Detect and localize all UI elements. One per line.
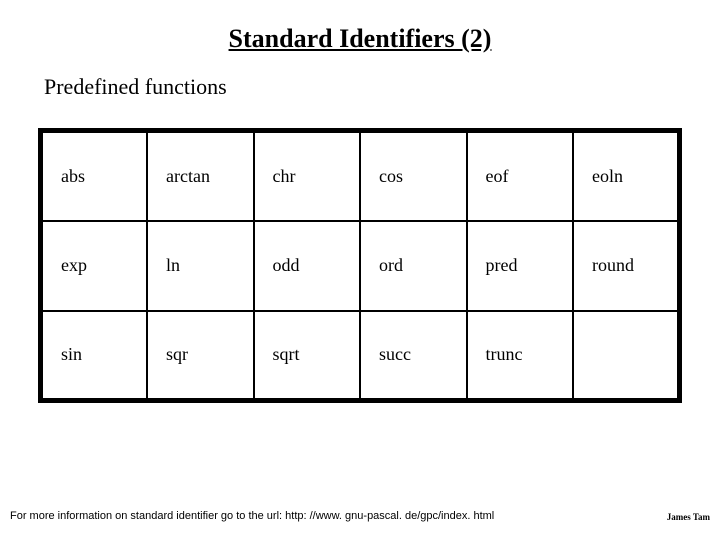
cell: sqrt: [254, 311, 361, 401]
table-row: sin sqr sqrt succ trunc: [41, 311, 680, 401]
cell: eof: [467, 131, 574, 221]
cell: exp: [41, 221, 148, 311]
cell: cos: [360, 131, 467, 221]
cell: round: [573, 221, 680, 311]
cell: eoln: [573, 131, 680, 221]
cell: [573, 311, 680, 401]
cell: sqr: [147, 311, 254, 401]
cell: ord: [360, 221, 467, 311]
table-row: abs arctan chr cos eof eoln: [41, 131, 680, 221]
cell: abs: [41, 131, 148, 221]
subtitle: Predefined functions: [0, 74, 720, 128]
cell: ln: [147, 221, 254, 311]
table-row: exp ln odd ord pred round: [41, 221, 680, 311]
author-credit: James Tam: [667, 512, 710, 522]
cell: trunc: [467, 311, 574, 401]
functions-table: abs arctan chr cos eof eoln exp ln odd o…: [38, 128, 682, 403]
cell: succ: [360, 311, 467, 401]
table-container: abs arctan chr cos eof eoln exp ln odd o…: [0, 128, 720, 403]
cell: odd: [254, 221, 361, 311]
cell: sin: [41, 311, 148, 401]
cell: pred: [467, 221, 574, 311]
cell: arctan: [147, 131, 254, 221]
footer-text: For more information on standard identif…: [10, 510, 710, 522]
page-title: Standard Identifiers (2): [0, 0, 720, 74]
cell: chr: [254, 131, 361, 221]
